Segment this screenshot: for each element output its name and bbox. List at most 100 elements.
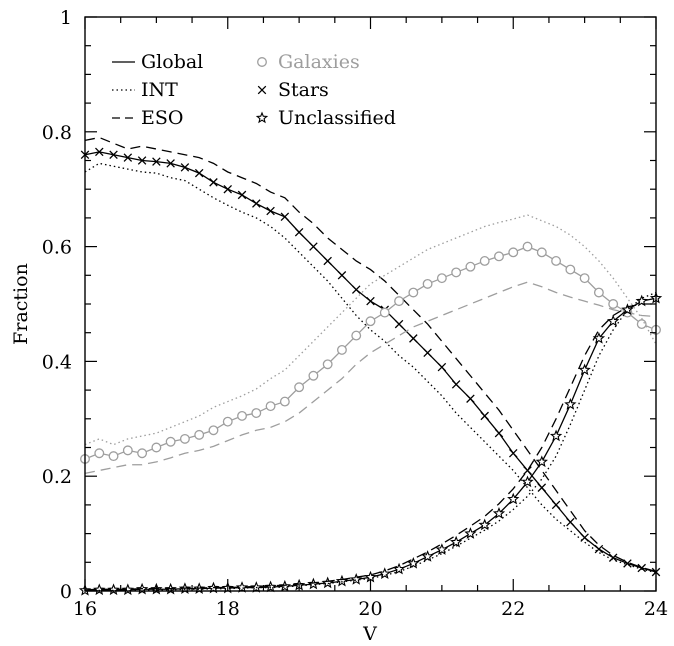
stars-point (152, 157, 161, 166)
stars-int-series (84, 162, 657, 574)
x-axis-title: V (362, 623, 377, 645)
legend-label-galaxies: Galaxies (278, 51, 360, 73)
x-tick-label: 18 (216, 598, 240, 620)
legend: Global INT ESO Galaxies Stars Unclassified (112, 51, 396, 129)
stars-point (366, 296, 375, 306)
unclassified-point (549, 429, 563, 442)
stars-point (523, 466, 532, 475)
galaxies-int-series (84, 214, 657, 446)
stars-point (437, 362, 447, 372)
stars-point (166, 159, 175, 168)
x-tick-label: 22 (501, 598, 525, 620)
unclassified-point (235, 581, 249, 593)
stars-point (237, 190, 247, 200)
galaxies-global-series (80, 241, 661, 464)
galaxies-point (237, 410, 247, 421)
unclassified-point (421, 550, 434, 562)
y-tick-labels: 0 0.2 0.4 0.6 0.8 1 (42, 7, 72, 603)
stars-point (323, 256, 332, 266)
stars-point (466, 394, 475, 403)
unclassified-point (564, 397, 577, 410)
unclassified-eso-series (84, 303, 656, 591)
galaxies-eso-series (84, 281, 657, 474)
stars-point (252, 199, 261, 208)
galaxies-point (494, 251, 504, 262)
stars-point (209, 178, 218, 187)
plot-frame (84, 16, 657, 592)
stars-point (623, 559, 632, 568)
stars-global-series (80, 147, 661, 577)
galaxies-point (522, 241, 533, 252)
stars-point (594, 544, 604, 554)
galaxies-point (422, 278, 433, 289)
stars-point (409, 334, 418, 343)
unclassified-eso-line (84, 303, 656, 591)
y-tick-label: 0.8 (42, 122, 72, 144)
stars-point (257, 85, 267, 95)
unclassified-point (321, 576, 334, 589)
x-tick-label: 20 (358, 598, 382, 620)
unclassified-point (255, 111, 269, 124)
stars-point (423, 348, 432, 358)
galaxies-point (465, 261, 476, 272)
galaxies-point (308, 370, 319, 381)
galaxies-eso-line (84, 281, 657, 474)
stars-point (394, 319, 404, 329)
galaxies-point (265, 401, 276, 412)
legend-label-int: INT (141, 79, 178, 101)
unclassified-point (521, 475, 534, 488)
stars-eso-line (84, 136, 657, 573)
galaxies-point (151, 442, 162, 453)
stars-point (294, 227, 304, 237)
stars-point (123, 153, 133, 162)
legend-label-unclassified: Unclassified (278, 107, 396, 129)
galaxies-point (137, 448, 148, 459)
galaxies-point (279, 396, 290, 407)
y-axis-title: Fraction (10, 263, 32, 345)
unclassified-point (492, 507, 506, 519)
y-tick-label: 0.6 (42, 237, 72, 259)
y-tick-label: 0.4 (42, 351, 72, 373)
stars-point (551, 500, 561, 510)
stars-point (337, 271, 347, 280)
stars-eso-series (84, 136, 657, 573)
stars-point (180, 163, 190, 172)
y-tick-label: 0 (60, 581, 72, 603)
galaxies-point (122, 445, 133, 456)
galaxies-point (536, 247, 547, 258)
unclassified-point (507, 492, 520, 505)
galaxies-point (408, 287, 419, 298)
unclassified-point (578, 363, 591, 376)
stars-point (95, 147, 104, 157)
axis-ticks (84, 16, 657, 592)
unclassified-point (449, 535, 463, 548)
galaxies-point (322, 359, 333, 370)
galaxies-point (208, 425, 219, 436)
stars-point (637, 563, 646, 573)
stars-global-line (84, 151, 657, 573)
legend-label-stars: Stars (278, 79, 329, 101)
galaxies-point (565, 264, 576, 275)
stars-point (266, 206, 275, 216)
galaxies-point (608, 299, 619, 309)
galaxies-point (165, 436, 176, 447)
galaxies-point (451, 267, 462, 278)
unclassified-point (635, 294, 648, 307)
stars-point (566, 517, 575, 527)
stars-point (194, 168, 204, 178)
unclassified-point (535, 455, 548, 468)
x-tick-label: 24 (644, 598, 668, 620)
stars-point (223, 184, 233, 194)
galaxies-point (179, 433, 190, 444)
y-tick-label: 1 (60, 7, 72, 29)
galaxies-point (251, 408, 262, 419)
stars-int-line (84, 162, 657, 574)
galaxies-point (108, 451, 119, 462)
galaxies-int-line (84, 214, 657, 446)
stars-point (137, 156, 147, 165)
galaxies-point (222, 416, 233, 427)
stars-point (109, 150, 118, 160)
unclassified-point (350, 573, 363, 585)
unclassified-int-series (84, 291, 657, 592)
